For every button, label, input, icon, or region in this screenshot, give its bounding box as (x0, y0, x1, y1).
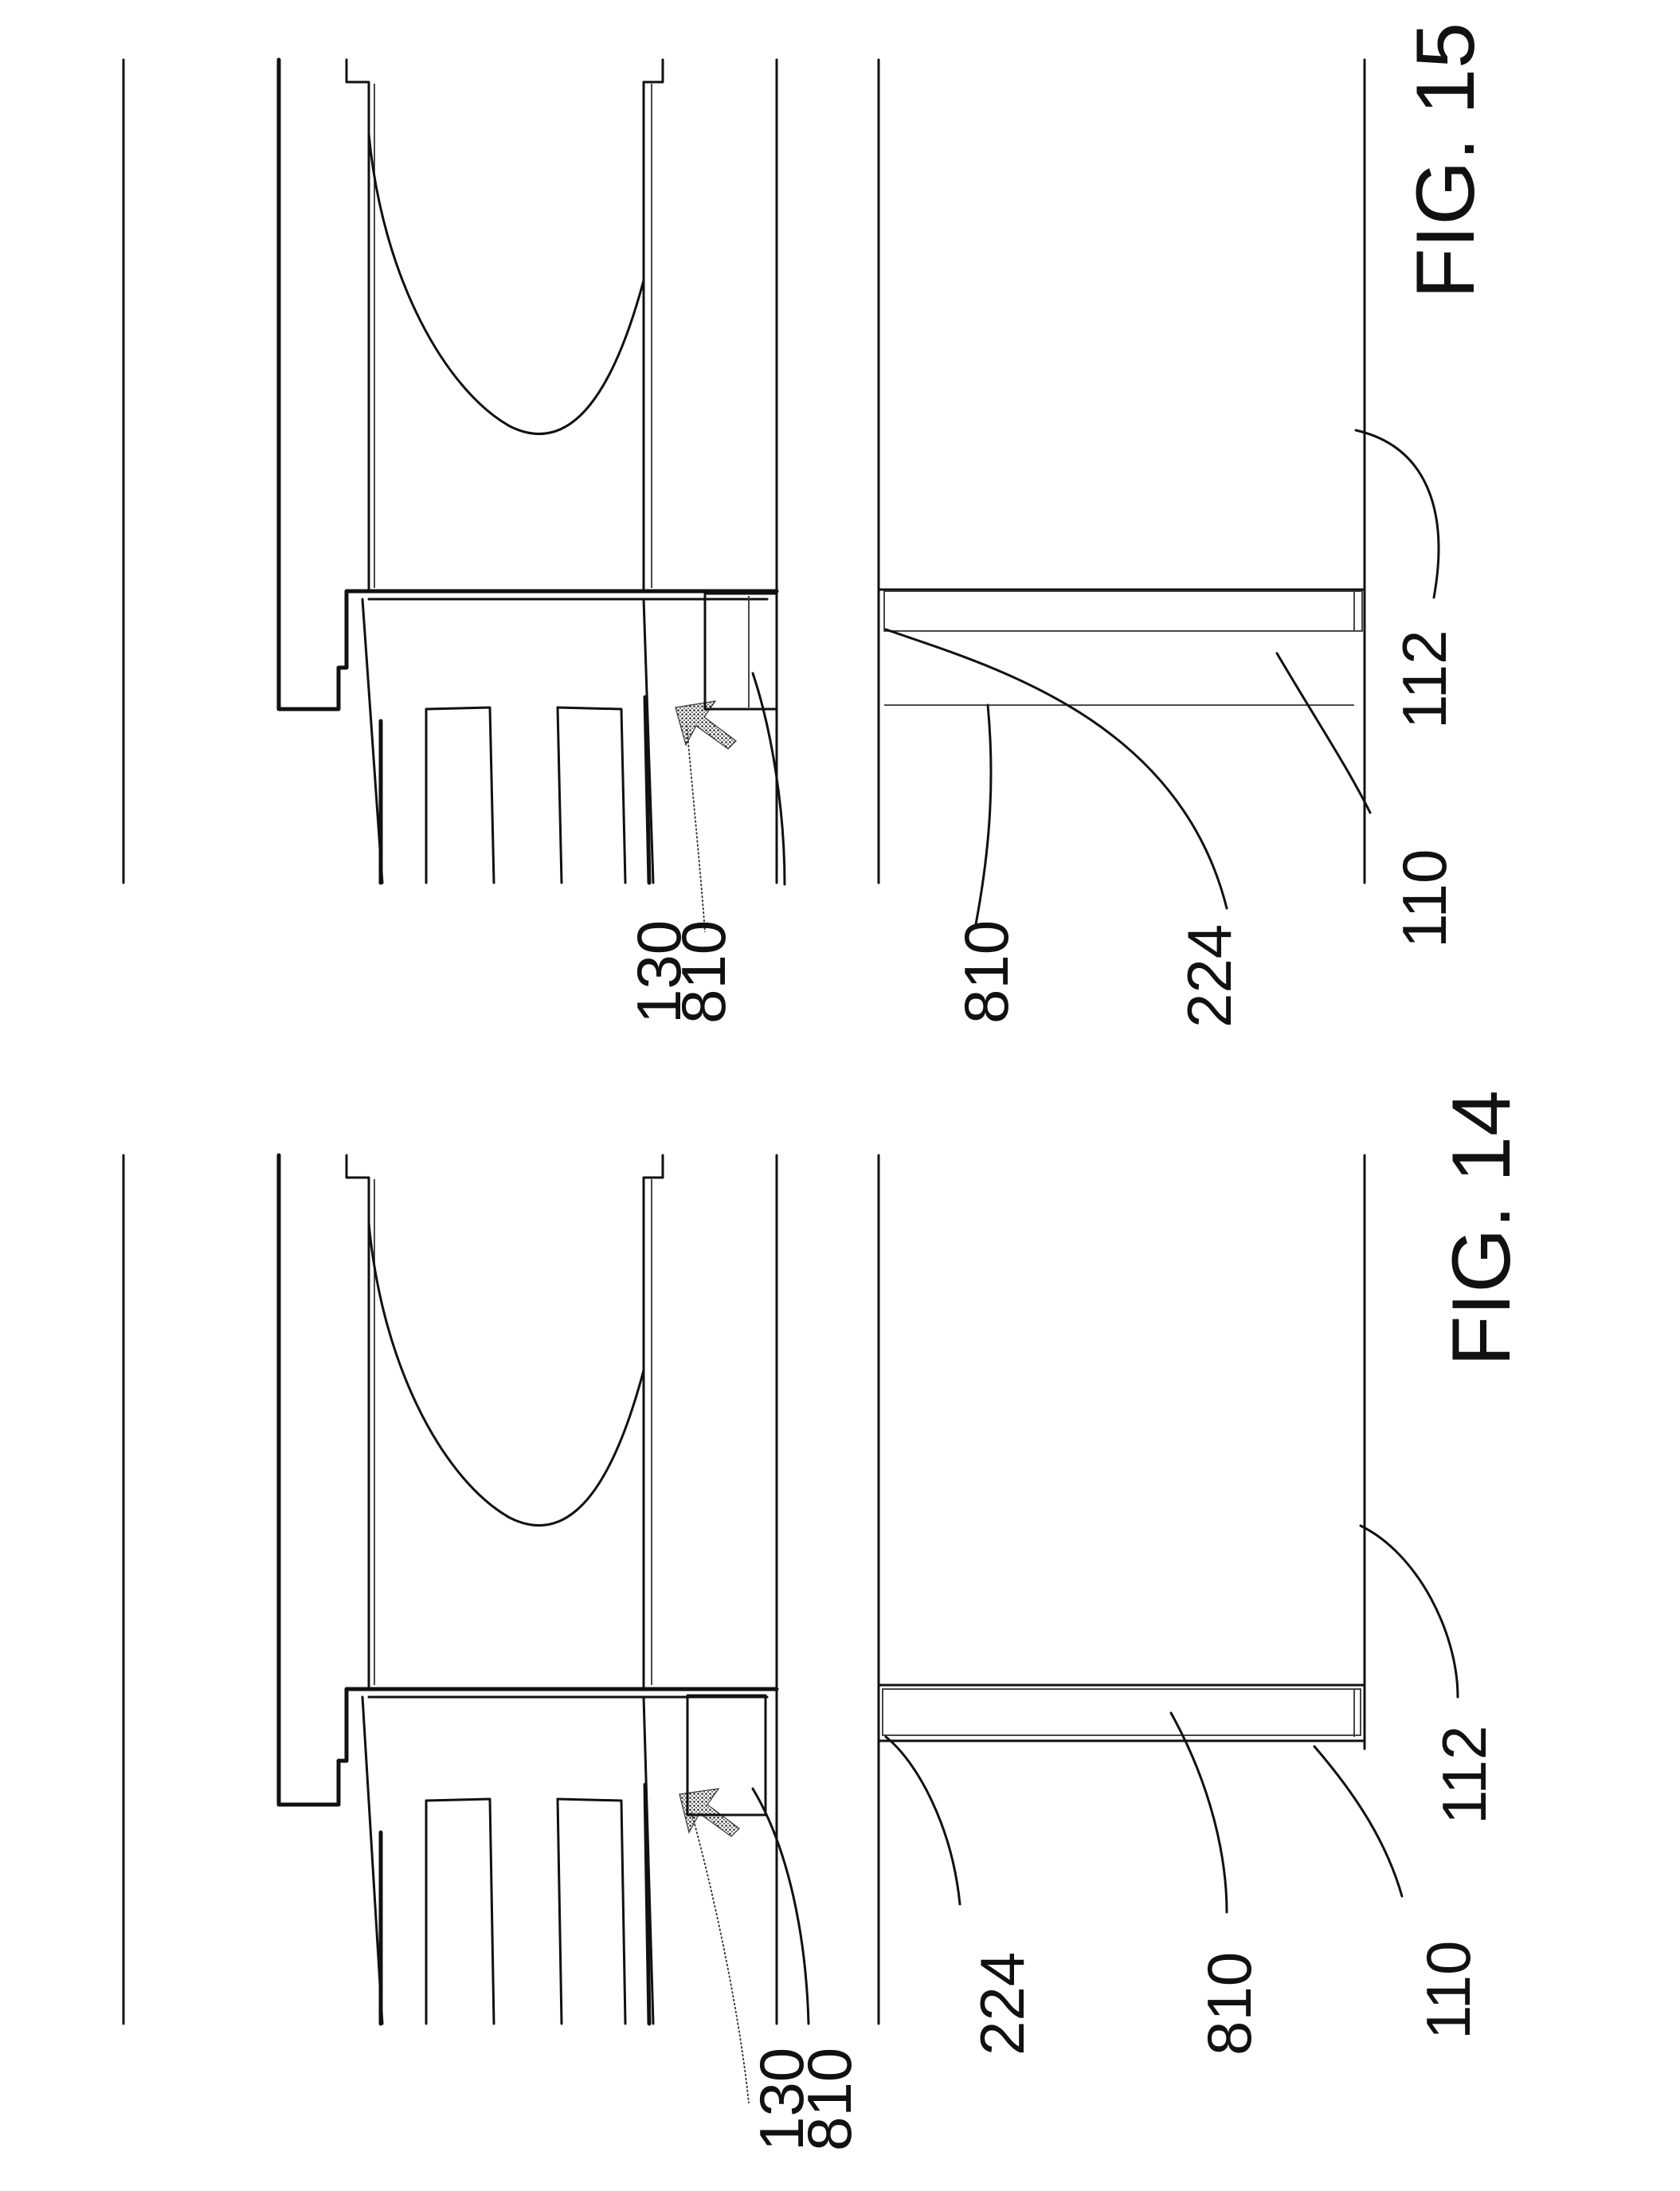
chamber-wall-lower (644, 60, 663, 590)
leader-line (976, 705, 991, 924)
figure-14: 130 810 224 810 110 112 FIG. 14 (123, 1090, 1528, 2151)
leader-line (753, 673, 785, 884)
chamber-wall-upper (347, 60, 369, 590)
leader-line (1171, 1713, 1227, 1912)
receiver-outline (279, 1155, 777, 1805)
seal-810 (883, 1689, 1361, 1735)
retainer-ring (362, 1697, 653, 2024)
seal-810 (884, 591, 1362, 631)
label-810: 810 (951, 920, 1021, 1024)
leader-line (1277, 653, 1370, 813)
leader-line (886, 1737, 960, 1904)
cartridge-curve (369, 134, 644, 434)
leader-line (753, 1789, 809, 2024)
figure-15: 130 810 810 224 110 112 FIG. 15 (123, 22, 1492, 1028)
label-810: 810 (1194, 1952, 1264, 2056)
receiver-outline (279, 60, 777, 709)
cartridge-curve (369, 1223, 644, 1526)
label-224: 224 (1174, 924, 1244, 1028)
leader-line (1314, 1746, 1402, 1896)
leader-line (1361, 1526, 1458, 1697)
label-110: 110 (1389, 849, 1459, 948)
seal-outline (879, 1685, 1365, 1749)
leader-line (1356, 430, 1439, 598)
label-224: 224 (967, 1952, 1037, 2056)
label-112: 112 (1389, 630, 1459, 729)
spring-coils (381, 697, 649, 883)
leader-line (687, 725, 705, 932)
leader-line (691, 1813, 749, 2103)
label-112: 112 (1429, 1726, 1499, 1825)
figure-caption: FIG. 14 (1435, 1090, 1528, 1366)
chamber-wall-lower (644, 1155, 663, 1687)
figure-caption: FIG. 15 (1400, 22, 1492, 299)
spring-coils (381, 1785, 649, 2024)
label-810: 810 (794, 2048, 864, 2151)
leader-line (886, 629, 1227, 908)
retainer-ring (362, 599, 653, 883)
seal-outline (879, 590, 1365, 883)
gasket-810 (705, 594, 777, 709)
label-110: 110 (1413, 1941, 1483, 2040)
label-810: 810 (668, 920, 738, 1024)
chamber-wall-upper (347, 1155, 369, 1687)
